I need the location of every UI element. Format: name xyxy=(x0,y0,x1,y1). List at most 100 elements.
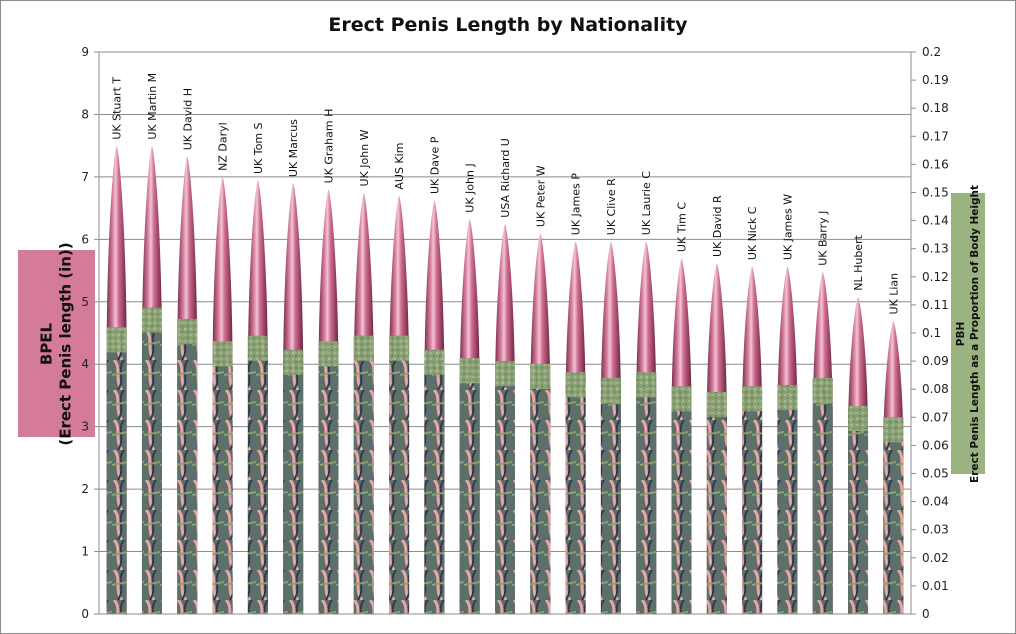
pbh-bar-top xyxy=(177,318,198,344)
y-tick-label: 5 xyxy=(81,295,89,309)
pbh-bar-top xyxy=(283,349,304,375)
pbh-bar xyxy=(212,341,233,614)
pbh-bar xyxy=(247,335,268,614)
category-label: UK Graham H xyxy=(322,109,335,184)
y-axis-title-box: BPEL (Erect Penis length (in)) xyxy=(18,242,95,445)
y2-tick-label: 0.07 xyxy=(922,410,949,424)
pbh-bar xyxy=(600,377,621,614)
pbh-bar xyxy=(459,358,480,614)
category-label: UK Dave P xyxy=(428,136,441,194)
y2-tick-label: 0.12 xyxy=(922,270,949,284)
y2-axis-title-box: PBH Erect Penis Length as a Proportion of… xyxy=(951,185,985,483)
pbh-bar-top xyxy=(459,358,480,384)
y2-tick-label: 0.04 xyxy=(922,495,949,509)
category-label: AUS Kim xyxy=(393,143,406,190)
pbh-bar xyxy=(671,386,692,614)
y2-tick-label: 0 xyxy=(922,607,930,621)
pbh-bar-top xyxy=(530,363,551,389)
pbh-bar xyxy=(565,372,586,614)
pbh-bar xyxy=(424,349,445,614)
pbh-bar-top xyxy=(424,349,445,375)
category-label: UK Nick C xyxy=(746,206,759,260)
pbh-bar xyxy=(812,377,833,614)
pbh-bar-top xyxy=(777,384,798,410)
category-label: UK Marcus xyxy=(287,119,300,177)
pbh-bar xyxy=(177,318,198,614)
pbh-bar xyxy=(883,417,904,614)
y2-tick-label: 0.16 xyxy=(922,157,949,171)
pbh-bar-top xyxy=(671,386,692,412)
y-tick-label: 4 xyxy=(81,357,89,371)
pbh-bar-top xyxy=(706,392,727,418)
category-label: USA Richard U xyxy=(499,138,512,218)
y-tick-label: 2 xyxy=(81,482,89,496)
pbh-bar xyxy=(777,384,798,614)
category-label: UK David H xyxy=(181,88,194,150)
category-label: UK Laurie C xyxy=(640,171,653,235)
y2-tick-label: 0.19 xyxy=(922,73,949,87)
y2-tick-label: 0.11 xyxy=(922,298,949,312)
category-label: UK Clive R xyxy=(605,178,618,235)
pbh-bar-top xyxy=(389,335,410,361)
pbh-bar-top xyxy=(141,307,162,333)
y2-tick-label: 0.02 xyxy=(922,551,949,565)
category-label: UK John J xyxy=(464,163,477,212)
y2-tick-label: 0.08 xyxy=(922,382,949,396)
category-label: UK Tim C xyxy=(676,202,689,252)
pbh-bar xyxy=(636,372,657,614)
category-label: NZ Daryl xyxy=(217,122,230,171)
y2-tick-label: 0.06 xyxy=(922,438,949,452)
category-label: UK Lian xyxy=(887,273,900,315)
pbh-bar xyxy=(530,363,551,614)
pbh-bar xyxy=(283,349,304,614)
y-tick-label: 7 xyxy=(81,170,89,184)
category-label: UK James P xyxy=(570,173,583,235)
pbh-bar xyxy=(706,392,727,614)
pbh-bar-top xyxy=(353,335,374,361)
category-label: UK John W xyxy=(358,129,371,186)
category-label: UK James W xyxy=(781,194,794,260)
pbh-bar-top xyxy=(495,361,515,387)
y2-tick-label: 0.15 xyxy=(922,186,949,200)
y2-tick-label: 0.1 xyxy=(922,326,941,340)
y-tick-label: 0 xyxy=(81,607,89,621)
y2-tick-label: 0.13 xyxy=(922,242,949,256)
pbh-bar-top xyxy=(247,335,268,361)
pbh-bar-top xyxy=(742,386,763,412)
pbh-bar xyxy=(106,327,127,614)
category-label: UK Stuart T xyxy=(111,77,124,140)
pbh-bar xyxy=(353,335,374,614)
y-tick-label: 3 xyxy=(81,420,89,434)
pbh-bar-top xyxy=(318,341,339,367)
pbh-bar xyxy=(495,361,515,614)
pbh-bar-top xyxy=(106,327,127,353)
pbh-bar-top xyxy=(212,341,233,367)
category-label: UK Tom S xyxy=(252,122,265,174)
pbh-bar-top xyxy=(848,406,869,432)
y-tick-label: 1 xyxy=(81,545,89,559)
y2-tick-label: 0.05 xyxy=(922,467,949,481)
y-tick-label: 6 xyxy=(81,232,89,246)
y-tick-label: 8 xyxy=(81,107,89,121)
chart-title: Erect Penis Length by Nationality xyxy=(328,14,688,36)
pbh-bar xyxy=(389,335,410,614)
pbh-bar xyxy=(141,307,162,614)
y2-tick-label: 0.14 xyxy=(922,214,949,228)
category-label: UK Martin M xyxy=(146,73,159,140)
y2-tick-label: 0.18 xyxy=(922,101,949,115)
y-tick-label: 9 xyxy=(81,45,89,59)
pbh-bar xyxy=(318,341,339,614)
category-label: UK David R xyxy=(711,195,724,257)
category-label: NL Hubert xyxy=(852,234,865,290)
pbh-bar-top xyxy=(565,372,586,398)
pbh-bar-top xyxy=(812,377,833,403)
pbh-bar-top xyxy=(600,377,621,403)
y2-tick-label: 0.2 xyxy=(922,45,941,59)
y2-tick-label: 0.01 xyxy=(922,579,949,593)
category-label: UK Peter W xyxy=(534,165,547,227)
pbh-bar xyxy=(742,386,763,614)
pbh-bar-top xyxy=(636,372,657,398)
y2-tick-label: 0.09 xyxy=(922,354,949,368)
pbh-bar-top xyxy=(883,417,904,443)
